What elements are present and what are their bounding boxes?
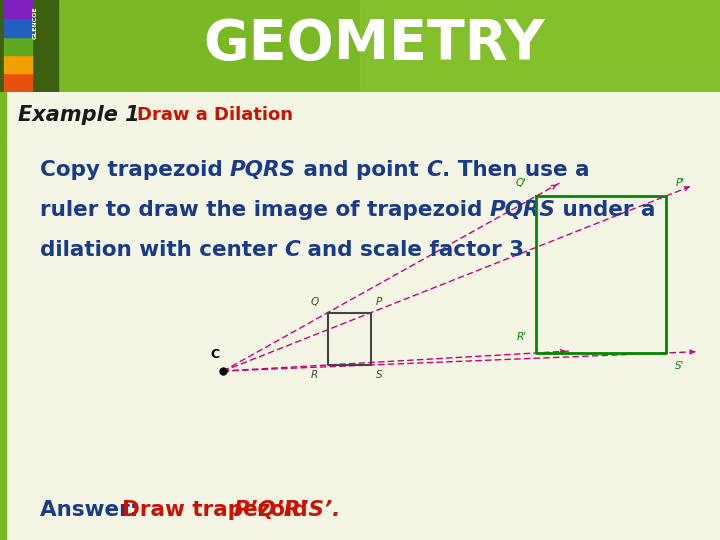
Text: dilation with center: dilation with center — [40, 240, 284, 260]
Text: Answer:: Answer: — [40, 500, 153, 520]
Bar — [4, 18, 32, 37]
Text: and scale factor 3.: and scale factor 3. — [300, 240, 533, 260]
Text: S: S — [376, 370, 382, 380]
Text: P’Q’R’S’.: P’Q’R’S’. — [234, 500, 341, 520]
Text: C: C — [284, 240, 300, 260]
Bar — [0, 0, 58, 92]
Text: GEOMETRY: GEOMETRY — [204, 17, 545, 71]
Bar — [4, 37, 32, 55]
Text: Draw a Dilation: Draw a Dilation — [137, 106, 293, 124]
Bar — [0, 138, 6, 540]
Bar — [0, 92, 6, 138]
Text: Q: Q — [310, 298, 318, 307]
Polygon shape — [547, 13, 720, 79]
Text: Q': Q' — [516, 178, 527, 188]
Text: PQRS: PQRS — [490, 200, 555, 220]
Text: and point: and point — [296, 160, 426, 180]
Bar — [4, 0, 32, 18]
Text: R': R' — [517, 333, 527, 342]
Text: S': S' — [675, 361, 685, 371]
Text: PQRS: PQRS — [230, 160, 296, 180]
Polygon shape — [569, 21, 698, 71]
Text: . Then use a: . Then use a — [442, 160, 590, 180]
Polygon shape — [590, 29, 677, 63]
Text: ruler to draw the image of trapezoid: ruler to draw the image of trapezoid — [40, 200, 490, 220]
Bar — [360, 0, 720, 92]
Bar — [4, 55, 32, 73]
Text: C: C — [210, 348, 220, 361]
Bar — [4, 73, 32, 92]
Text: P: P — [376, 298, 382, 307]
Text: P': P' — [675, 178, 685, 188]
Text: GLENCOE: GLENCOE — [32, 6, 37, 39]
Text: Copy trapezoid: Copy trapezoid — [40, 160, 230, 180]
Text: Draw trapezoid: Draw trapezoid — [122, 500, 315, 520]
Text: under a: under a — [555, 200, 656, 220]
Text: R: R — [311, 370, 318, 380]
Text: Example 1: Example 1 — [18, 105, 140, 125]
Text: C: C — [426, 160, 442, 180]
